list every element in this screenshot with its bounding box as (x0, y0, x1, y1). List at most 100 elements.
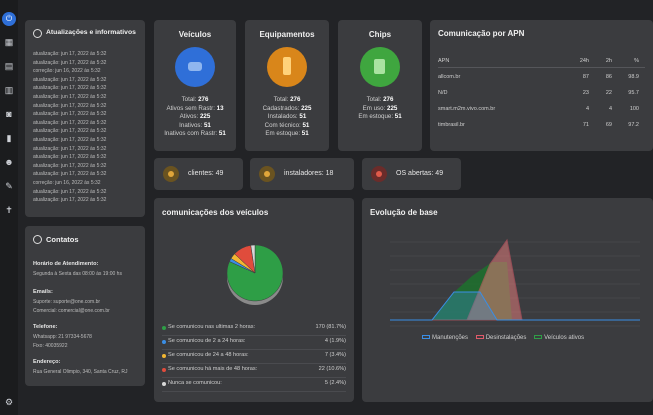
person-icon[interactable]: ✝ (5, 205, 13, 215)
app-logo-icon[interactable]: ⏻ (2, 12, 16, 26)
gear-icon[interactable]: ⚙ (4, 397, 14, 407)
update-item[interactable]: atualização: jun 17, 2022 às 5:32 (33, 59, 107, 66)
update-item[interactable]: atualização: jun 17, 2022 às 5:32 (33, 94, 107, 100)
commercial-email[interactable]: Comercial: comercial@one.com.br (33, 308, 110, 314)
equipments-stat-value: 51 (299, 113, 307, 120)
apn-row: smart.m2m.vivo.com.br 4 4 100 (438, 106, 645, 114)
maintenance-legend[interactable]: Manutenções (432, 335, 469, 341)
maintenance-legend-swatch (422, 335, 430, 339)
whatsapp-phone[interactable]: Whatsapp: 21 97334-5678 (33, 334, 92, 340)
chips-stat-label: Em uso: (362, 104, 386, 112)
update-item[interactable]: atualização: jun 17, 2022 às 5:32 (33, 137, 107, 143)
updates-card: Atualizações e informativos atualização:… (25, 20, 145, 217)
vehicles-stat-label: Ativos sem Rastr: (166, 104, 215, 112)
apn-col-apn: APN (438, 58, 450, 64)
vehicles-card: Veículos Total: 276 Ativos sem Rastr: 13 A… (154, 20, 236, 151)
comm-legend-label: Se comunicou de 24 a 48 horas: (168, 352, 249, 358)
comm-legend-label: Se comunicou há mais de 48 horas: (168, 366, 258, 372)
hours-label: Horário de Atendimento: (33, 261, 99, 267)
map-icon[interactable]: ▤ (4, 61, 14, 71)
comm-legend-value: 4 (1.9%) (324, 338, 346, 344)
vehicles-circle (175, 47, 215, 87)
chips-stat-row: Em uso: 225 (338, 105, 422, 112)
clock-icon (33, 235, 42, 244)
update-item[interactable]: atualização: jun 17, 2022 às 5:32 (33, 154, 107, 161)
vehicles-stat-value: 225 (199, 113, 211, 120)
update-item[interactable]: correção: jun 16, 2022 às 5:32 (33, 68, 101, 75)
comm-legend-row: Se comunicou há mais de 48 horas: 22 (10.… (162, 366, 346, 378)
comm-legend-row: Se comunicou de 2 a 24 horas: 4 (1.9%) (162, 338, 346, 350)
equipments-stat-row: Instalados: 51 (245, 113, 329, 120)
legend-dot (162, 340, 166, 344)
comm-pie-chart (226, 244, 284, 305)
comm-legend-row: Se comunicou de 24 a 48 horas: 7 (3.4%) (162, 352, 346, 364)
apn-col-24h: 24h (579, 58, 589, 64)
clients-pill[interactable]: clientes: 49 (154, 158, 243, 190)
update-item[interactable]: atualização: jun 17, 2022 às 5:32 (33, 102, 107, 109)
update-item[interactable]: atualização: jun 17, 2022 às 5:32 (33, 162, 107, 169)
apn-cell: 87 (582, 74, 589, 80)
uninstalls-area (390, 238, 640, 321)
apn-cell: smart.m2m.vivo.com.br (438, 106, 496, 112)
dashboard-icon[interactable]: ▦ (4, 37, 14, 47)
apn-header-row: APN 24h 2h % (438, 58, 645, 66)
apn-cell: 97.2 (628, 122, 639, 128)
base-title: Evolução de base (370, 208, 438, 217)
sim-card-icon (374, 59, 385, 74)
comm-title: comunicações dos veículos (162, 208, 269, 217)
update-item[interactable]: atualização: jun 17, 2022 às 5:32 (33, 119, 107, 126)
update-item[interactable]: correção: jun 16, 2022 às 5:32 (33, 180, 101, 186)
vehicles-title: Veículos (178, 30, 212, 39)
update-item[interactable]: atualização: jun 17, 2022 às 5:32 (33, 145, 107, 152)
update-item[interactable]: atualização: jun 17, 2022 às 5:32 (33, 197, 107, 204)
vehicles-stat-label: Inativos com Rastr: (164, 130, 218, 137)
chips-stat-label: Em estoque: (358, 113, 394, 120)
wrench-icon[interactable]: ✎ (5, 181, 13, 191)
equipments-stat-row: Com técnico: 51 (245, 122, 329, 129)
apn-row: allcom.br 87 86 98.9 (438, 74, 645, 82)
os-text: OS abertas: 49 (396, 170, 444, 177)
user-badge-icon[interactable]: ◙ (6, 109, 12, 119)
equipments-circle (267, 47, 307, 87)
update-item[interactable]: atualização: jun 17, 2022 às 5:32 (33, 76, 107, 83)
apn-cell: N/D (438, 90, 448, 96)
apn-cell: 69 (605, 122, 612, 128)
update-item[interactable]: atualização: jun 17, 2022 às 5:32 (33, 171, 107, 178)
pie-slice[interactable] (250, 244, 256, 274)
building-icon[interactable]: ▥ (4, 85, 14, 95)
vehicles-active-legend[interactable]: Veículos ativos (544, 335, 585, 341)
equipments-stat-label: Com técnico: (264, 121, 301, 129)
update-item[interactable]: atualização: jun 17, 2022 às 5:32 (33, 128, 107, 135)
hours-text: Segunda à Sexta das 08:00 às 19:00 hs (33, 271, 122, 277)
update-item[interactable]: atualização: jun 17, 2022 às 5:32 (33, 188, 107, 195)
apn-col-pct: % (634, 58, 639, 64)
apn-col-2h: 2h (605, 58, 612, 64)
comm-legend-label: Se comunicou de 2 a 24 horas: (168, 338, 246, 344)
vehicles-active-legend-swatch (534, 335, 543, 339)
vehicles-stat-value: 51 (218, 130, 226, 137)
update-item[interactable]: atualização: jun 17, 2022 às 5:32 (33, 85, 107, 92)
apn-cell: timbrasil.br (438, 122, 465, 128)
equipments-stat-value: 225 (301, 104, 312, 112)
comm-legend-value: 7 (3.4%) (324, 352, 346, 358)
uninstalls-legend[interactable]: Desinstalações (485, 335, 527, 341)
installers-pill[interactable]: instaladores: 18 (250, 158, 354, 190)
address-text: Rua General Olimpio, 340, Santa Cruz, RJ (33, 369, 128, 375)
apn-cell: 100 (629, 106, 639, 112)
vehicles-stat-row: Total: 276 (154, 96, 236, 103)
vehicles-stat-row: Ativos sem Rastr: 13 (154, 105, 236, 112)
update-item[interactable]: atualização: jun 17, 2022 às 5:32 (33, 51, 107, 57)
support-email[interactable]: Suporte: suporte@one.com.br (33, 299, 101, 305)
legend-dot (162, 368, 166, 372)
device-icon[interactable]: ▮ (6, 133, 12, 143)
legend-dot (162, 326, 166, 330)
base-legend: Manutenções Desinstalações Veículos ativ… (422, 335, 622, 341)
apn-cell: 95.7 (628, 90, 639, 96)
vehicles-stat-row: Inativos: 51 (154, 122, 236, 129)
tracker-icon (283, 57, 291, 75)
update-item[interactable]: atualização: jun 17, 2022 às 5:32 (33, 111, 107, 118)
users-icon[interactable]: ☻ (4, 157, 14, 167)
os-icon (371, 166, 387, 182)
equipments-stat-row: Total: 276 (245, 96, 329, 103)
os-pill[interactable]: OS abertas: 49 (362, 158, 461, 190)
